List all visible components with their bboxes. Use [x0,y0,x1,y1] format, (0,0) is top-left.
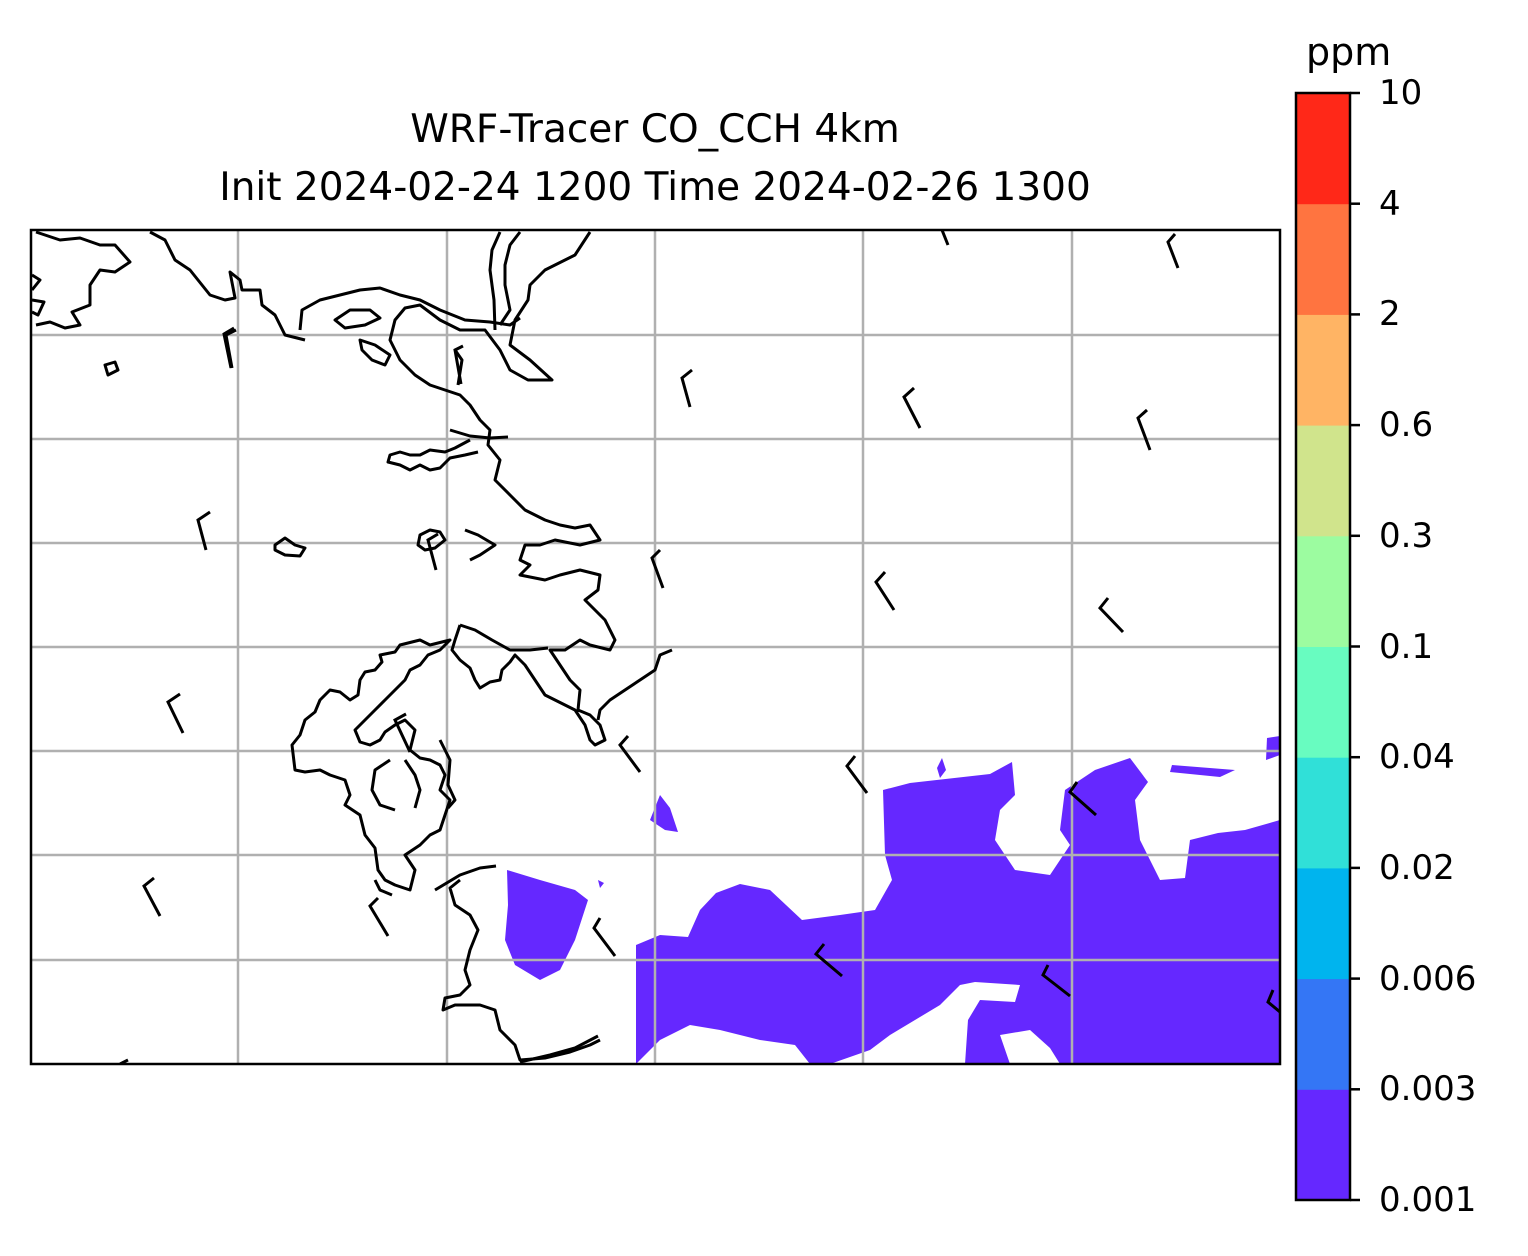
colorbar-tick-label: 0.02 [1379,847,1455,888]
colorbar-tick-label: 0.001 [1379,1180,1477,1220]
title-line-1: WRF-Tracer CO_CCH 4km [410,107,900,152]
colorbar-segment [1296,93,1350,205]
tracer-concentration-fill [505,736,1280,1064]
colorbar-segment [1296,978,1350,1090]
colorbar-tick-label: 0.3 [1379,515,1434,556]
colorbar-segment [1296,646,1350,758]
colorbar-segment [1296,425,1350,537]
colorbar-tick-label: 0.04 [1379,737,1455,778]
map-frame [29,228,1282,1066]
colorbar-tick-label: 4 [1379,183,1401,224]
map-gridlines [31,230,1280,1064]
colorbar-tick-label: 10 [1379,73,1423,113]
colorbar-segment [1296,1089,1350,1201]
colorbar-tick-label: 0.006 [1379,958,1477,999]
colorbar-segment [1296,314,1350,426]
colorbar-segment [1296,867,1350,980]
colorbar-segment [1296,535,1350,647]
colorbar-segment [1296,203,1350,315]
colorbar-tick-label: 0.003 [1379,1069,1477,1110]
colorbar [1294,91,1360,1202]
colorbar-tick-label: 0.6 [1379,405,1434,446]
colorbar-segment [1296,757,1350,869]
colorbar-tick-label: 0.1 [1379,626,1434,667]
title-line-2: Init 2024-02-24 1200 Time 2024-02-26 130… [219,165,1091,210]
colorbar-unit-label: ppm [1306,30,1392,74]
colorbar-tick-label: 2 [1379,294,1401,335]
wind-barbs [142,230,1280,1014]
